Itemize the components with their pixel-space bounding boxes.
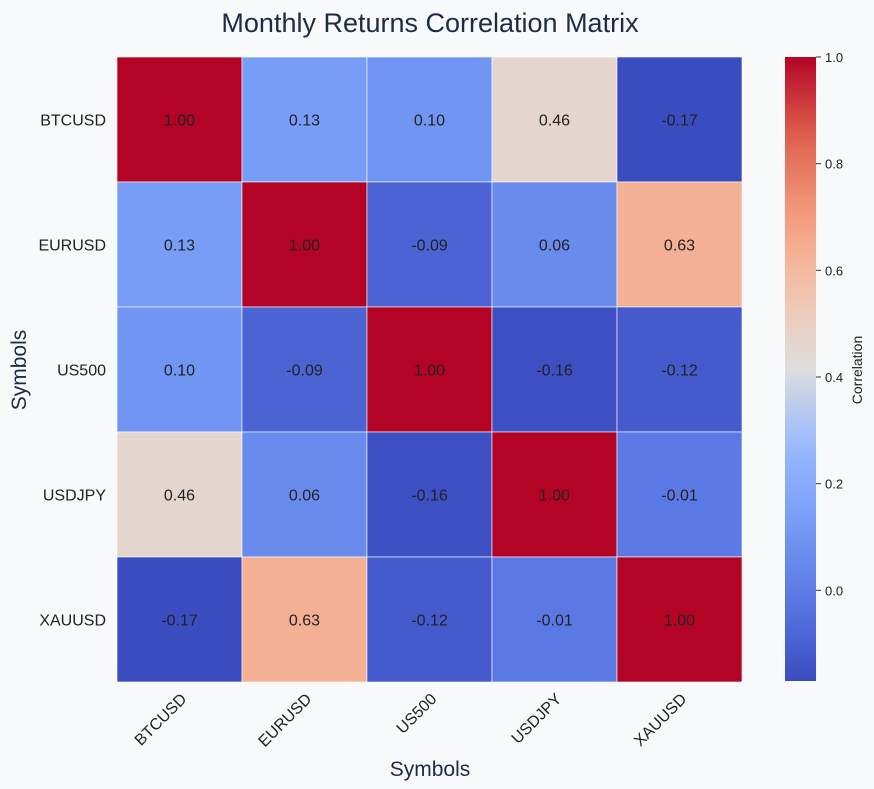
y-tick-label: BTCUSD: [40, 113, 106, 130]
cell-value-label: -0.16: [536, 363, 573, 380]
heatmap-cells: [116, 56, 743, 683]
heatmap-cell: [491, 431, 618, 558]
colorbar-tick-label: 0.2: [825, 477, 843, 492]
cell-value-label: -0.17: [161, 613, 198, 630]
x-tick-label: EURUSD: [256, 691, 316, 751]
heatmap-cell: [241, 306, 368, 433]
heatmap-cell: [616, 306, 743, 433]
heatmap-cell-labels: 1.00 0.13 0.10 0.46 -0.17 0.13 1.00 -0.09 0.06 0.…: [161, 113, 698, 630]
y-tick-label: EURUSD: [38, 238, 106, 255]
cell-value-label: 1.00: [414, 363, 445, 380]
cell-value-label: 0.63: [289, 613, 320, 630]
heatmap-cell: [116, 556, 243, 683]
cell-value-label: -0.16: [411, 488, 448, 505]
cell-value-label: -0.01: [536, 613, 573, 630]
x-axis-tick-labels: BTCUSD EURUSD US500 USDJPY XAUUSD: [132, 691, 691, 751]
y-axis-tick-labels: BTCUSD EURUSD US500 USDJPY XAUUSD: [38, 113, 106, 630]
heatmap-cell: [491, 306, 618, 433]
cell-value-label: 0.13: [164, 238, 195, 255]
colorbar: [785, 57, 816, 681]
colorbar-ticks: 0.0 0.2 0.4 0.6 0.8 1.0: [816, 50, 843, 598]
cell-value-label: 0.46: [539, 113, 570, 130]
heatmap-cell: [616, 181, 743, 308]
heatmap-cell: [366, 556, 493, 683]
heatmap-cell: [366, 306, 493, 433]
cell-value-label: 1.00: [289, 238, 320, 255]
colorbar-label: Correlation: [849, 336, 865, 404]
colorbar-tick-label: 0.4: [825, 370, 843, 385]
heatmap-cell: [616, 556, 743, 683]
cell-value-label: -0.12: [411, 613, 448, 630]
heatmap-cell: [491, 56, 618, 183]
cell-value-label: 0.06: [539, 238, 570, 255]
cell-value-label: 1.00: [164, 113, 195, 130]
cell-value-label: 1.00: [539, 488, 570, 505]
x-tick-label: BTCUSD: [132, 691, 191, 750]
cell-value-label: 1.00: [664, 613, 695, 630]
heatmap-cell: [241, 56, 368, 183]
heatmap-cell: [241, 556, 368, 683]
x-tick-label: XAUUSD: [631, 691, 690, 750]
heatmap-cell: [116, 431, 243, 558]
cell-value-label: 0.63: [664, 238, 695, 255]
colorbar-tick-label: 1.0: [825, 50, 843, 65]
cell-value-label: 0.46: [164, 488, 195, 505]
colorbar-tick-label: 0.6: [825, 263, 843, 278]
heatmap-cell: [616, 56, 743, 183]
x-tick-label: US500: [394, 691, 441, 738]
heatmap-cell: [366, 56, 493, 183]
cell-value-label: 0.06: [289, 488, 320, 505]
cell-value-label: -0.12: [661, 363, 698, 380]
heatmap-cell: [616, 431, 743, 558]
heatmap-cell: [116, 56, 243, 183]
chart-title: Monthly Returns Correlation Matrix: [221, 8, 639, 38]
y-tick-label: USDJPY: [43, 488, 106, 505]
colorbar-tick-label: 0.0: [825, 583, 843, 598]
y-tick-label: US500: [57, 363, 106, 380]
x-axis-label: Symbols: [390, 758, 471, 781]
cell-value-label: -0.01: [661, 488, 698, 505]
cell-value-label: -0.17: [661, 113, 698, 130]
heatmap-cell: [241, 431, 368, 558]
cell-value-label: -0.09: [286, 363, 323, 380]
x-tick-label: USDJPY: [509, 691, 566, 748]
heatmap-cell: [366, 431, 493, 558]
y-tick-label: XAUUSD: [39, 613, 106, 630]
heatmap-cell: [241, 181, 368, 308]
y-axis-label: Symbols: [8, 330, 31, 411]
heatmap-cell: [116, 181, 243, 308]
heatmap-cell: [366, 181, 493, 308]
cell-value-label: 0.10: [414, 113, 445, 130]
cell-value-label: -0.09: [411, 238, 448, 255]
cell-value-label: 0.13: [289, 113, 320, 130]
colorbar-tick-label: 0.8: [825, 157, 843, 172]
cell-value-label: 0.10: [164, 363, 195, 380]
